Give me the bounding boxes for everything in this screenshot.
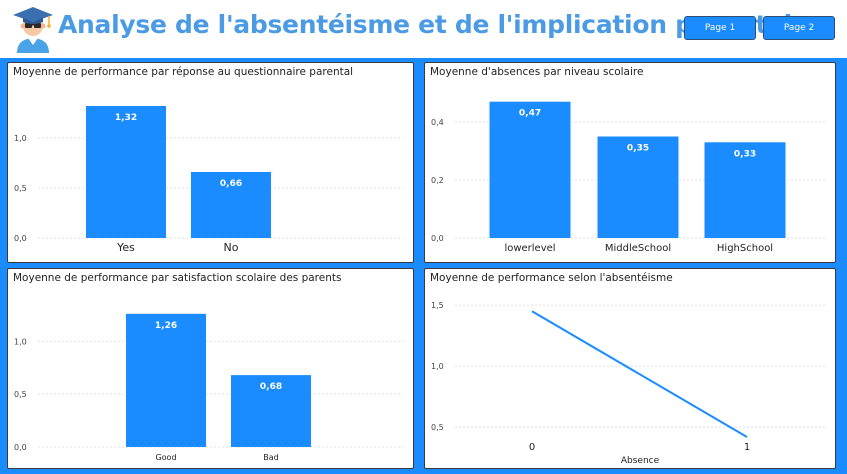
data-label: 0,35 (627, 144, 649, 154)
x-tick-label: Good (155, 453, 176, 462)
y-tick-label: 1,0 (14, 337, 27, 346)
x-tick-label: lowerlevel (504, 243, 555, 254)
bar-chart-performance-questionnaire: 0,0 0,5 1,0 1,32 Yes 0,66 No (14, 106, 403, 254)
x-tick-label: MiddleSchool (605, 243, 671, 254)
bar (704, 142, 786, 238)
page-2-button[interactable]: Page 2 (763, 16, 835, 40)
data-label: 1,26 (155, 321, 177, 331)
chart-title: Moyenne d'absences par niveau scolaire (430, 66, 644, 78)
y-tick-label: 0,5 (14, 184, 27, 193)
series-line (531, 310, 748, 438)
line-chart-performance-absence: 0,5 1,0 1,5 0 1 Absence (431, 301, 825, 466)
bar (191, 172, 271, 238)
data-label: 0,47 (519, 109, 541, 119)
header: Analyse de l'absentéisme et de l'implica… (0, 0, 847, 58)
x-tick-label: Bad (263, 453, 278, 462)
x-tick-label: Yes (116, 241, 135, 254)
report-canvas: Moyenne de performance par réponse au qu… (0, 58, 847, 474)
data-label: 0,66 (220, 179, 242, 189)
data-label: 1,32 (115, 113, 137, 123)
bar (489, 101, 571, 238)
y-tick-label: 0,0 (431, 234, 444, 243)
bar (126, 313, 206, 447)
chart-title: Moyenne de performance par réponse au qu… (13, 66, 354, 78)
y-tick-label: 0,4 (431, 118, 444, 127)
x-tick-label: No (224, 241, 239, 254)
chart-card-performance-questionnaire[interactable]: Moyenne de performance par réponse au qu… (7, 62, 414, 263)
page-title: Analyse de l'absentéisme et de l'implica… (58, 10, 809, 39)
chart-card-performance-satisfaction[interactable]: Moyenne de performance par satisfaction … (7, 268, 414, 469)
chart-title: Moyenne de performance par satisfaction … (13, 272, 342, 284)
y-tick-label: 0,0 (14, 234, 27, 243)
x-tick-label: 1 (744, 442, 750, 453)
x-tick-label: HighSchool (717, 243, 773, 254)
x-axis-label: Absence (621, 456, 660, 466)
chart-card-absences-level[interactable]: Moyenne d'absences par niveau scolaire 0… (424, 62, 836, 263)
y-tick-label: 0,2 (431, 176, 444, 185)
bar-chart-absences-level: 0,0 0,2 0,4 0,47 lowerlevel 0,35 MiddleSchool 0… (431, 101, 825, 254)
chart-title: Moyenne de performance selon l'absentéis… (430, 272, 673, 284)
data-label: 0,33 (734, 149, 756, 159)
graduate-student-icon (13, 7, 53, 53)
bar (231, 375, 311, 447)
y-tick-label: 1,0 (431, 362, 444, 371)
y-tick-label: 0,0 (14, 443, 27, 452)
x-tick-label: 0 (529, 442, 535, 453)
bar (597, 136, 679, 238)
y-tick-label: 0,5 (14, 390, 27, 399)
y-tick-label: 1,0 (14, 134, 27, 143)
page-1-button[interactable]: Page 1 (684, 16, 756, 40)
bar (86, 106, 166, 238)
bar-chart-performance-satisfaction: 0,0 0,5 1,0 1,26 Good 0,68 Bad (14, 313, 403, 462)
data-label: 0,68 (260, 382, 282, 392)
y-tick-label: 0,5 (431, 423, 444, 432)
chart-card-performance-absence[interactable]: Moyenne de performance selon l'absentéis… (424, 268, 836, 469)
y-tick-label: 1,5 (431, 301, 444, 310)
